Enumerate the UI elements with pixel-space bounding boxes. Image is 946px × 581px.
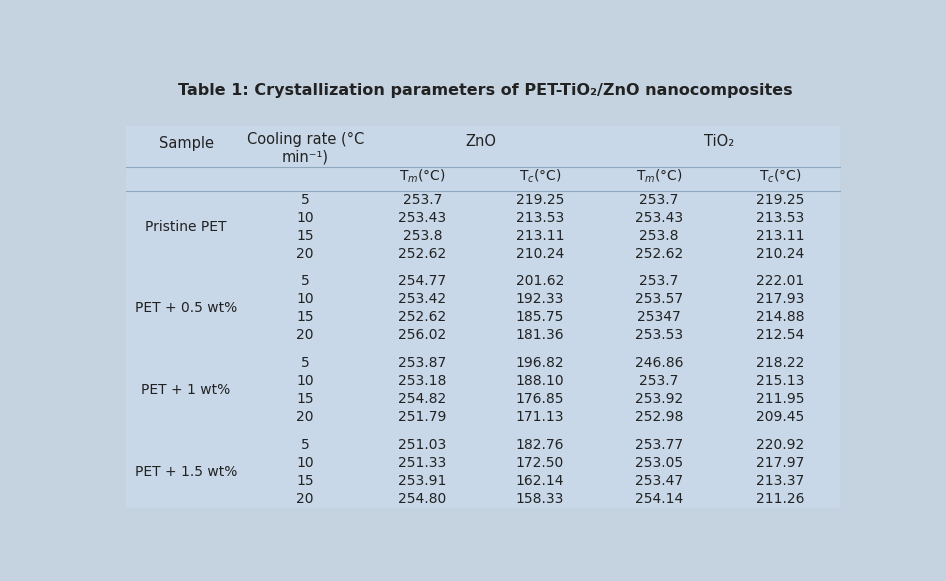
Text: 253.7: 253.7 <box>639 274 678 288</box>
Text: 215.13: 215.13 <box>756 374 804 388</box>
Text: 20: 20 <box>296 246 314 260</box>
Text: 182.76: 182.76 <box>516 438 564 452</box>
Text: 253.18: 253.18 <box>398 374 447 388</box>
Text: 254.14: 254.14 <box>635 492 683 506</box>
Text: 213.11: 213.11 <box>516 228 564 242</box>
Text: 252.62: 252.62 <box>635 246 683 260</box>
Text: 253.43: 253.43 <box>398 210 447 224</box>
Text: Table 1: Crystallization parameters of PET-TiO₂/ZnO nanocomposites: Table 1: Crystallization parameters of P… <box>178 83 792 98</box>
Text: min⁻¹): min⁻¹) <box>282 149 328 164</box>
Text: 5: 5 <box>301 274 309 288</box>
Text: 219.25: 219.25 <box>756 192 804 206</box>
Text: 10: 10 <box>296 374 314 388</box>
Text: 213.11: 213.11 <box>756 228 804 242</box>
Text: 185.75: 185.75 <box>516 310 564 324</box>
Text: 10: 10 <box>296 292 314 306</box>
Text: 15: 15 <box>296 310 314 324</box>
Text: 172.50: 172.50 <box>516 456 564 470</box>
Text: Pristine PET: Pristine PET <box>146 220 227 234</box>
Text: 214.88: 214.88 <box>756 310 804 324</box>
Text: 213.53: 213.53 <box>516 210 564 224</box>
Text: 253.53: 253.53 <box>635 328 683 342</box>
Text: 253.7: 253.7 <box>639 192 678 206</box>
Text: 176.85: 176.85 <box>516 392 564 406</box>
Text: 253.57: 253.57 <box>635 292 683 306</box>
Text: 253.7: 253.7 <box>403 192 442 206</box>
Text: TiO₂: TiO₂ <box>705 134 734 149</box>
Text: PET + 0.5 wt%: PET + 0.5 wt% <box>135 302 237 315</box>
Text: 10: 10 <box>296 456 314 470</box>
Text: 253.43: 253.43 <box>635 210 683 224</box>
Text: 210.24: 210.24 <box>756 246 804 260</box>
Text: T$_c$(°C): T$_c$(°C) <box>759 167 801 185</box>
Text: 5: 5 <box>301 438 309 452</box>
Text: 253.05: 253.05 <box>635 456 683 470</box>
Text: 254.82: 254.82 <box>398 392 447 406</box>
Text: 5: 5 <box>301 356 309 370</box>
Text: 256.02: 256.02 <box>398 328 447 342</box>
Text: 251.03: 251.03 <box>398 438 447 452</box>
Text: 254.77: 254.77 <box>398 274 447 288</box>
Text: 217.97: 217.97 <box>756 456 804 470</box>
Text: T$_m$(°C): T$_m$(°C) <box>636 167 682 185</box>
Text: 254.80: 254.80 <box>398 492 447 506</box>
Text: 253.7: 253.7 <box>639 374 678 388</box>
Text: 188.10: 188.10 <box>516 374 564 388</box>
Text: 253.87: 253.87 <box>398 356 447 370</box>
Text: T$_m$(°C): T$_m$(°C) <box>399 167 446 185</box>
Text: 162.14: 162.14 <box>516 474 564 488</box>
Text: 253.8: 253.8 <box>639 228 678 242</box>
Text: 246.86: 246.86 <box>635 356 683 370</box>
Text: 209.45: 209.45 <box>756 410 804 424</box>
Text: 213.53: 213.53 <box>756 210 804 224</box>
Text: 181.36: 181.36 <box>516 328 564 342</box>
Text: 253.92: 253.92 <box>635 392 683 406</box>
Text: 252.62: 252.62 <box>398 246 447 260</box>
Text: 253.91: 253.91 <box>398 474 447 488</box>
Text: Sample: Sample <box>159 136 214 151</box>
Text: 212.54: 212.54 <box>756 328 804 342</box>
Text: 171.13: 171.13 <box>516 410 564 424</box>
Text: 211.95: 211.95 <box>756 392 804 406</box>
Text: 253.77: 253.77 <box>635 438 683 452</box>
Text: 218.22: 218.22 <box>756 356 804 370</box>
Text: 201.62: 201.62 <box>516 274 564 288</box>
Text: 253.8: 253.8 <box>403 228 443 242</box>
Text: 192.33: 192.33 <box>516 292 564 306</box>
Text: 219.25: 219.25 <box>516 192 564 206</box>
Text: 251.33: 251.33 <box>398 456 447 470</box>
Text: 15: 15 <box>296 392 314 406</box>
Text: 20: 20 <box>296 492 314 506</box>
Text: 15: 15 <box>296 474 314 488</box>
Text: 210.24: 210.24 <box>516 246 564 260</box>
Text: ZnO: ZnO <box>465 134 497 149</box>
Text: T$_c$(°C): T$_c$(°C) <box>518 167 561 185</box>
Text: 196.82: 196.82 <box>516 356 564 370</box>
Text: 253.47: 253.47 <box>635 474 683 488</box>
Text: 15: 15 <box>296 228 314 242</box>
Text: 252.62: 252.62 <box>398 310 447 324</box>
Text: 211.26: 211.26 <box>756 492 804 506</box>
Text: 217.93: 217.93 <box>756 292 804 306</box>
Text: 251.79: 251.79 <box>398 410 447 424</box>
Text: 253.42: 253.42 <box>398 292 447 306</box>
Text: 5: 5 <box>301 192 309 206</box>
Text: 25347: 25347 <box>637 310 681 324</box>
Text: 10: 10 <box>296 210 314 224</box>
Text: 252.98: 252.98 <box>635 410 683 424</box>
Text: PET + 1.5 wt%: PET + 1.5 wt% <box>135 465 237 479</box>
Text: Cooling rate (°C: Cooling rate (°C <box>247 131 364 146</box>
Text: 158.33: 158.33 <box>516 492 564 506</box>
FancyBboxPatch shape <box>126 125 840 508</box>
Text: 20: 20 <box>296 328 314 342</box>
Text: PET + 1 wt%: PET + 1 wt% <box>142 383 231 397</box>
Text: 20: 20 <box>296 410 314 424</box>
Text: 220.92: 220.92 <box>756 438 804 452</box>
Text: 213.37: 213.37 <box>756 474 804 488</box>
Text: 222.01: 222.01 <box>756 274 804 288</box>
